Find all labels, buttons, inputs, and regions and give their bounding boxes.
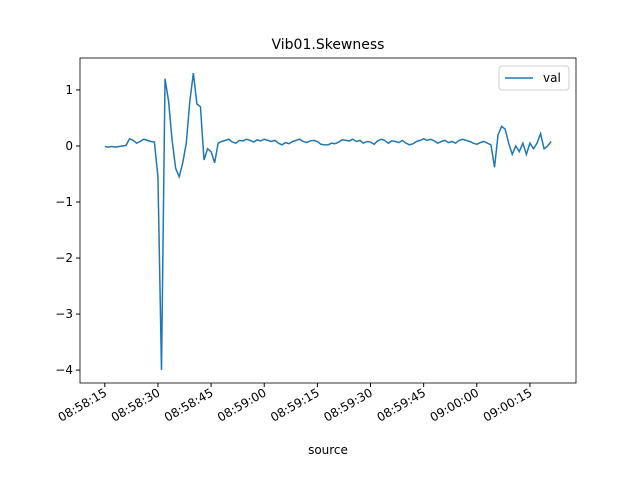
legend-box — [498, 65, 570, 91]
x-tick-label: 08:58:30 — [109, 385, 163, 424]
x-tick-label: 08:58:45 — [162, 385, 216, 424]
y-tick-label: −1 — [55, 195, 73, 209]
y-tick-label: 0 — [65, 139, 73, 153]
y-tick-label: −3 — [55, 307, 73, 321]
data-line — [104, 73, 552, 371]
x-tick-label: 09:00:00 — [428, 385, 482, 424]
chart-title: Vib01.Skewness — [272, 37, 385, 53]
y-tick-label: 1 — [65, 83, 73, 97]
plot-frame — [79, 57, 577, 384]
x-tick-label: 08:59:45 — [374, 385, 428, 424]
y-tick-label: −2 — [55, 251, 73, 265]
x-tick-label: 08:59:00 — [215, 385, 269, 424]
legend-label: val — [543, 71, 561, 85]
x-axis-label: source — [308, 443, 348, 457]
x-tick-label: 08:59:30 — [321, 385, 375, 424]
x-tick-label: 08:59:15 — [268, 385, 322, 424]
x-tick-label: 09:00:15 — [481, 385, 535, 424]
y-tick-label: −4 — [55, 363, 73, 377]
x-tick-label: 08:58:15 — [56, 385, 110, 424]
